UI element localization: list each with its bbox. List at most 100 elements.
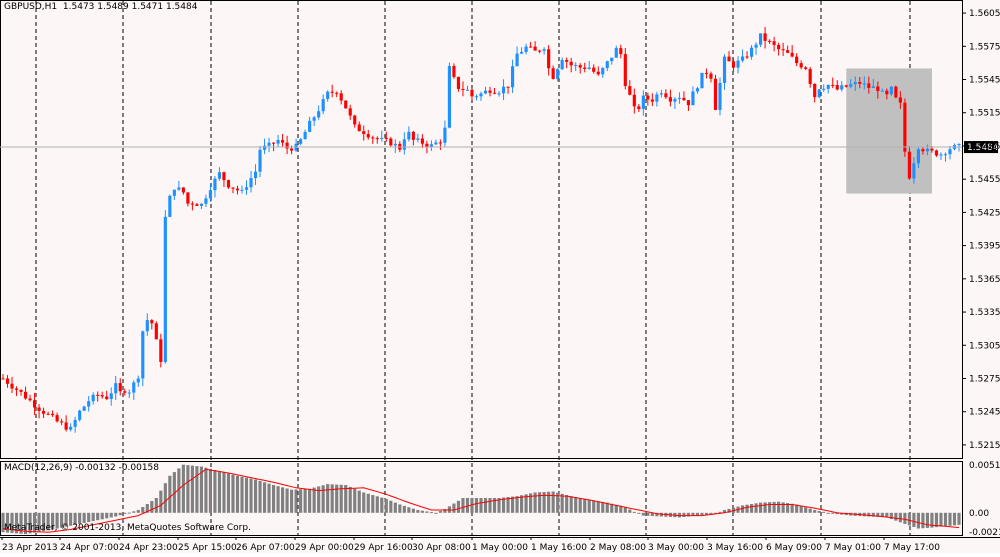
candle-body <box>208 190 213 199</box>
macd-bar <box>763 502 767 513</box>
symbol-header: GBPUSD,H1 1.5473 1.5489 1.5471 1.5484 <box>4 2 197 12</box>
macd-bar <box>722 510 727 513</box>
candle-body <box>862 83 866 85</box>
macd-bar <box>429 512 433 514</box>
candle-body <box>339 93 343 101</box>
candle-body <box>344 100 348 109</box>
macd-bar <box>695 512 700 516</box>
macd-tick-label: -0.0021 <box>969 528 1000 538</box>
macd-bar <box>614 504 618 513</box>
candle-body <box>249 178 253 188</box>
candle-body <box>686 100 691 106</box>
macd-bar <box>362 492 366 513</box>
candle-body <box>610 57 614 62</box>
macd-bar <box>916 512 920 529</box>
candle-body <box>912 163 916 179</box>
candle-body <box>925 148 930 152</box>
macd-bar <box>492 498 497 513</box>
candle-body <box>808 69 812 84</box>
candle-body <box>822 88 826 90</box>
copyright-text: MetaTrader, © 2001-2013, MetaQuotes Soft… <box>4 523 251 533</box>
candle-body <box>876 86 880 92</box>
macd-bar <box>691 512 695 517</box>
time-tick-label: 29 Apr 16:00 <box>354 543 413 553</box>
candle-body <box>529 46 533 48</box>
price-tick-label: 1.5425 <box>969 208 1000 218</box>
candle-body <box>213 178 217 191</box>
candle-series <box>1 26 961 433</box>
macd-bar <box>271 485 276 513</box>
macd-bar <box>885 512 889 518</box>
macd-bar <box>154 498 158 513</box>
candle-body <box>867 83 871 88</box>
candle-body <box>123 391 127 393</box>
candle-body <box>114 383 118 394</box>
macd-bar <box>718 511 722 513</box>
macd-bar <box>290 489 294 513</box>
macd-bar <box>217 471 222 513</box>
time-tick-label: 29 Apr 00:00 <box>295 543 354 553</box>
candle-body <box>42 410 46 414</box>
price-tick-label: 1.5395 <box>969 242 1000 252</box>
macd-bar <box>840 512 844 515</box>
candle-body <box>885 90 889 95</box>
time-tick-label: 1 May 16:00 <box>531 543 587 553</box>
candle-body <box>907 151 911 179</box>
candle-body <box>745 56 749 58</box>
macd-signal-line <box>2 468 960 533</box>
candle-body <box>393 143 397 146</box>
macd-bar <box>925 512 930 528</box>
candle-body <box>916 149 920 164</box>
macd-bar <box>208 468 213 513</box>
candle-body <box>100 395 104 397</box>
candle-body <box>231 187 235 189</box>
candle-body <box>722 56 727 83</box>
macd-bar <box>42 512 46 532</box>
price-tick-label: 1.5215 <box>969 441 1000 451</box>
macd-bar <box>389 500 393 513</box>
macd-bar <box>768 502 772 513</box>
macd-bar <box>177 468 181 513</box>
candle-body <box>172 189 176 196</box>
candle-body <box>141 331 145 379</box>
candle-body <box>501 86 506 94</box>
candle-body <box>596 71 600 75</box>
macd-bar <box>907 512 911 526</box>
macd-bar <box>19 512 23 534</box>
macd-bar <box>506 497 510 513</box>
candle-body <box>258 149 262 172</box>
time-tick-label: 6 May 09:00 <box>766 543 822 553</box>
candle-body <box>37 407 41 411</box>
macd-bar <box>822 511 826 513</box>
candle-body <box>23 391 28 399</box>
signal-line <box>2 468 960 533</box>
candle-body <box>51 413 55 416</box>
macd-bar <box>790 503 794 513</box>
price-tick-label: 1.5245 <box>969 408 1000 418</box>
time-tick-label: 1 May 00:00 <box>472 543 528 553</box>
candle-body <box>772 41 776 45</box>
candle-body <box>177 187 181 190</box>
macd-bar <box>637 512 641 514</box>
candle-body <box>321 98 325 112</box>
candle-body <box>871 86 875 88</box>
macd-bar <box>497 498 501 513</box>
time-tick-label: 7 May 17:00 <box>884 543 940 553</box>
candle-body <box>159 339 163 362</box>
macd-bar <box>371 495 375 513</box>
macd-bar <box>831 512 835 514</box>
candle-body <box>601 68 605 75</box>
macd-bar <box>533 492 537 513</box>
macd-bar <box>538 492 542 513</box>
candle-body <box>407 131 411 140</box>
time-tick-label: 24 Apr 23:00 <box>119 543 178 553</box>
macd-bar <box>55 512 59 529</box>
macd-bar <box>123 512 127 514</box>
macd-pane-border <box>0 461 963 536</box>
candle-body <box>60 421 64 423</box>
highlight-rectangle <box>846 68 932 194</box>
macd-bar <box>339 484 343 513</box>
macd-bar <box>655 512 659 517</box>
macd-bar <box>596 501 600 513</box>
